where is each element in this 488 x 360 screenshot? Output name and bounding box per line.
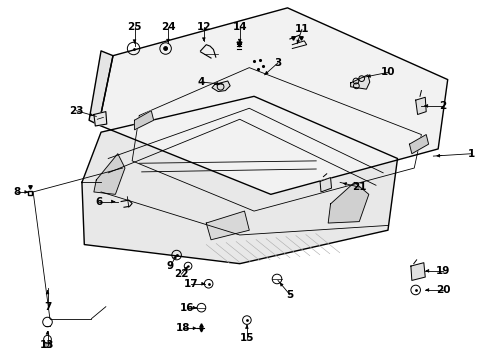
Polygon shape	[410, 263, 425, 280]
Text: 20: 20	[435, 285, 449, 295]
Text: 6: 6	[95, 197, 102, 207]
Text: 23: 23	[69, 106, 83, 116]
Text: 7: 7	[44, 302, 51, 312]
Text: 17: 17	[183, 279, 198, 289]
Polygon shape	[350, 75, 369, 89]
Polygon shape	[82, 96, 397, 264]
Polygon shape	[212, 81, 230, 91]
Text: 21: 21	[351, 182, 366, 192]
Text: 10: 10	[380, 67, 394, 77]
Text: 12: 12	[196, 22, 211, 32]
Text: 1: 1	[467, 149, 474, 159]
Polygon shape	[134, 111, 153, 130]
Text: 11: 11	[294, 24, 308, 35]
Polygon shape	[94, 112, 106, 126]
Text: 5: 5	[285, 290, 293, 300]
Text: 8: 8	[14, 187, 21, 197]
Polygon shape	[94, 154, 125, 194]
Polygon shape	[327, 183, 368, 223]
Polygon shape	[319, 177, 331, 192]
Polygon shape	[89, 51, 113, 125]
Polygon shape	[415, 97, 426, 114]
Circle shape	[163, 46, 167, 50]
Text: 9: 9	[166, 261, 174, 271]
Text: 16: 16	[180, 303, 194, 313]
Text: 24: 24	[161, 22, 175, 32]
Text: 3: 3	[274, 58, 281, 68]
Text: 13: 13	[40, 340, 55, 350]
Text: 25: 25	[127, 22, 142, 32]
Text: 15: 15	[239, 333, 254, 343]
Polygon shape	[408, 135, 427, 154]
Text: 4: 4	[197, 77, 205, 87]
Polygon shape	[99, 8, 447, 194]
Text: 2: 2	[438, 101, 446, 111]
Text: 19: 19	[435, 266, 449, 276]
Text: 18: 18	[176, 323, 190, 333]
Text: 22: 22	[174, 269, 188, 279]
Polygon shape	[43, 343, 51, 347]
Polygon shape	[206, 211, 249, 240]
Text: 14: 14	[232, 22, 246, 32]
